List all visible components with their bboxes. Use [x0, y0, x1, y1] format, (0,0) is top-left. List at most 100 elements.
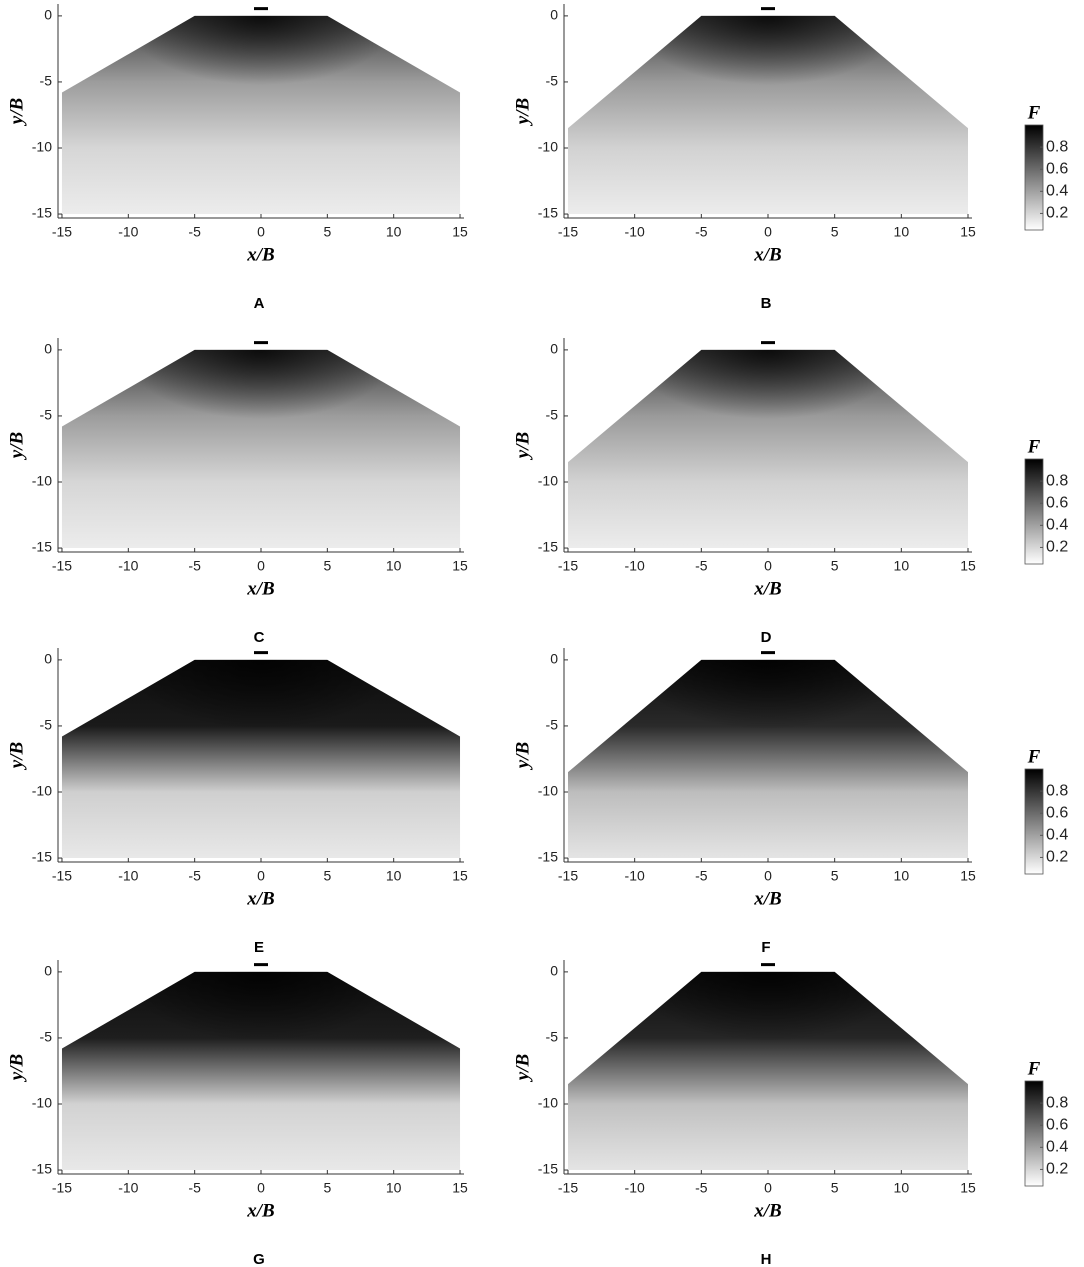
y-axis-label: y/B — [6, 742, 27, 770]
y-tick-label: 0 — [550, 7, 558, 23]
x-tick-label: -5 — [188, 1180, 201, 1196]
y-tick-label: -5 — [40, 1029, 53, 1045]
y-tick-label: -15 — [538, 539, 558, 555]
x-tick-label: 5 — [323, 224, 331, 240]
field-core — [568, 659, 968, 859]
colorbar-title: F — [1027, 746, 1041, 767]
colorbar — [1024, 1080, 1044, 1187]
x-tick-label: 15 — [960, 558, 976, 574]
source-plate — [254, 341, 268, 345]
panel-label: C — [254, 629, 265, 646]
colorbar-tick-label: 0.6 — [1046, 1116, 1068, 1133]
x-tick-label: 5 — [831, 558, 839, 574]
x-tick-label: 10 — [386, 224, 402, 240]
y-tick-label: 0 — [44, 7, 52, 23]
x-tick-label: -15 — [52, 558, 72, 574]
x-tick-label: -10 — [118, 558, 138, 574]
y-tick-label: -15 — [538, 1161, 558, 1177]
y-tick-label: -5 — [546, 717, 559, 733]
x-tick-label: 10 — [894, 558, 910, 574]
colorbar-tick-label: 0.4 — [1046, 1139, 1068, 1156]
colorbar — [1024, 458, 1044, 565]
colorbar-tick-label: 0.8 — [1046, 472, 1068, 489]
panel-label: B — [761, 295, 772, 312]
x-tick-label: 0 — [257, 868, 265, 884]
x-tick-label: 15 — [452, 224, 468, 240]
y-tick-label: -10 — [32, 783, 52, 799]
colorbar-tick-label: 0.8 — [1046, 138, 1068, 155]
x-tick-label: 0 — [257, 1180, 265, 1196]
y-axis-label: y/B — [512, 98, 533, 126]
y-axis-label: y/B — [6, 432, 27, 460]
x-tick-label: -15 — [558, 1180, 578, 1196]
colorbar-tick-label: 0.2 — [1046, 849, 1068, 866]
panel-label: G — [253, 1251, 265, 1267]
source-plate — [254, 963, 268, 967]
x-tick-label: 5 — [323, 868, 331, 884]
colorbar-tick-label: 0.4 — [1046, 827, 1068, 844]
x-tick-label: 0 — [764, 1180, 772, 1196]
x-tick-label: 5 — [831, 1180, 839, 1196]
y-tick-label: -5 — [40, 717, 53, 733]
x-tick-label: -5 — [188, 558, 201, 574]
x-tick-label: 15 — [960, 224, 976, 240]
x-tick-label: 10 — [386, 1180, 402, 1196]
x-tick-label: -15 — [52, 868, 72, 884]
x-tick-label: 5 — [831, 224, 839, 240]
field-core — [568, 349, 968, 549]
source-plate — [761, 963, 775, 967]
x-tick-label: 15 — [960, 1180, 976, 1196]
source-plate — [254, 651, 268, 655]
x-tick-label: 5 — [323, 558, 331, 574]
x-axis-label: x/B — [753, 1200, 781, 1221]
y-tick-label: -10 — [32, 473, 52, 489]
y-tick-label: -10 — [538, 473, 558, 489]
x-tick-label: -10 — [625, 224, 645, 240]
x-tick-label: 10 — [894, 1180, 910, 1196]
y-axis-label: y/B — [6, 1054, 27, 1082]
colorbar-tick-label: 0.6 — [1046, 494, 1068, 511]
x-tick-label: -5 — [695, 1180, 708, 1196]
x-tick-label: -5 — [695, 224, 708, 240]
y-tick-label: 0 — [44, 651, 52, 667]
source-plate — [254, 7, 268, 11]
x-tick-label: 0 — [257, 224, 265, 240]
y-tick-label: -5 — [40, 407, 53, 423]
x-tick-label: 15 — [960, 868, 976, 884]
y-tick-label: -5 — [546, 407, 559, 423]
x-tick-label: -5 — [188, 224, 201, 240]
y-tick-label: -15 — [32, 849, 52, 865]
y-tick-label: 0 — [44, 963, 52, 979]
x-tick-label: -10 — [625, 868, 645, 884]
x-tick-label: 5 — [831, 868, 839, 884]
x-tick-label: 0 — [257, 558, 265, 574]
x-tick-label: 15 — [452, 558, 468, 574]
y-tick-label: -15 — [32, 1161, 52, 1177]
x-tick-label: 10 — [894, 224, 910, 240]
colorbar-title: F — [1027, 1058, 1041, 1079]
colorbar-tick-label: 0.8 — [1046, 1094, 1068, 1111]
y-tick-label: 0 — [44, 341, 52, 357]
y-tick-label: 0 — [550, 651, 558, 667]
x-tick-label: 10 — [894, 868, 910, 884]
y-tick-label: -10 — [32, 1095, 52, 1111]
y-axis-label: y/B — [512, 1054, 533, 1082]
x-tick-label: 10 — [386, 558, 402, 574]
panel-label: D — [761, 629, 772, 646]
colorbar — [1024, 124, 1044, 231]
x-tick-label: 15 — [452, 1180, 468, 1196]
y-tick-label: -15 — [538, 849, 558, 865]
x-tick-label: 0 — [764, 868, 772, 884]
x-axis-label: x/B — [753, 578, 781, 599]
y-tick-label: -5 — [40, 73, 53, 89]
x-tick-label: 10 — [386, 868, 402, 884]
colorbar-tick-label: 0.2 — [1046, 1161, 1068, 1178]
colorbar-tick-label: 0.4 — [1046, 517, 1068, 534]
x-tick-label: 0 — [764, 558, 772, 574]
y-tick-label: -10 — [32, 139, 52, 155]
y-tick-label: 0 — [550, 341, 558, 357]
colorbar-tick-label: 0.2 — [1046, 539, 1068, 556]
x-axis-label: x/B — [246, 1200, 274, 1221]
x-tick-label: -15 — [558, 868, 578, 884]
x-tick-label: -5 — [188, 868, 201, 884]
